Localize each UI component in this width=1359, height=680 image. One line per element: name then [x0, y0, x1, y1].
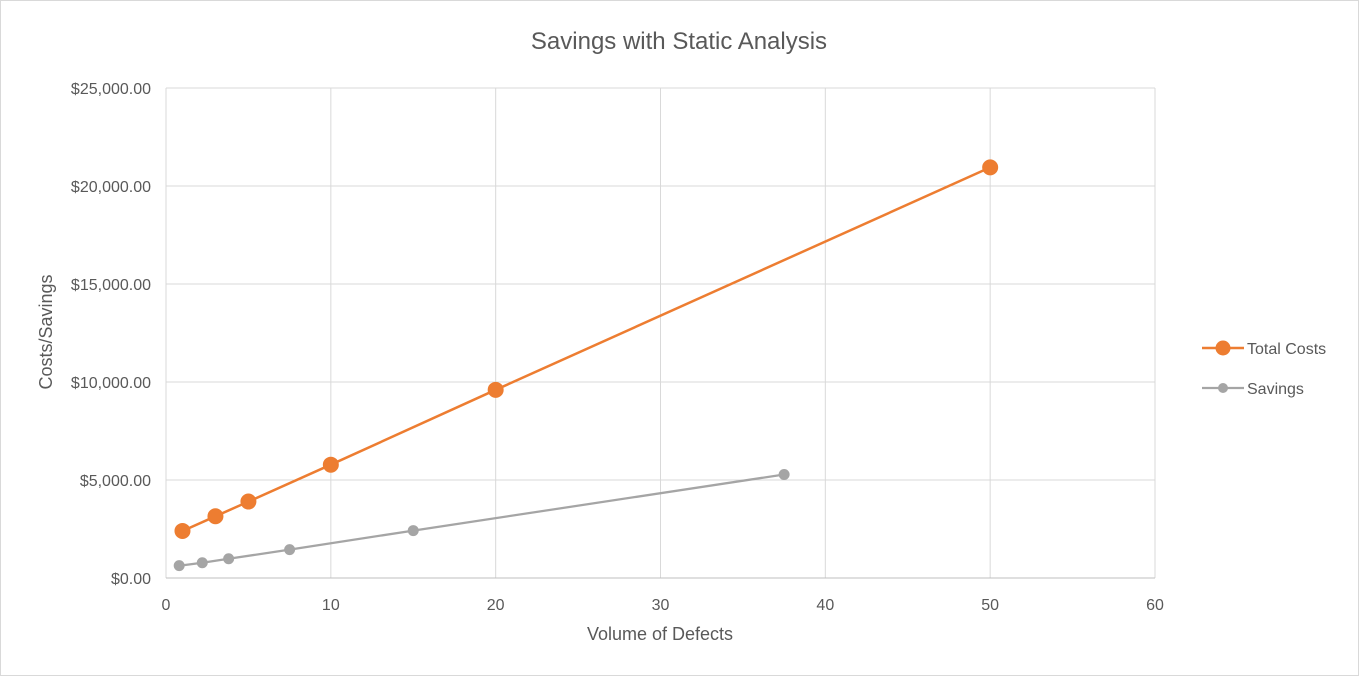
y-axis-ticks: $0.00 $5,000.00 $10,000.00 $15,000.00 $20,00… [71, 81, 151, 588]
legend-label: Total Costs [1247, 341, 1326, 358]
y-tick-label: $15,000.00 [71, 277, 151, 294]
x-tick-label: 40 [816, 597, 834, 614]
data-point [173, 560, 185, 572]
legend: Total Costs Savings [1202, 340, 1326, 398]
y-tick-label: $20,000.00 [71, 179, 151, 196]
y-tick-label: $0.00 [111, 571, 151, 588]
x-tick-label: 60 [1146, 597, 1164, 614]
x-axis-label: Volume of Defects [587, 624, 733, 644]
legend-label: Savings [1247, 381, 1304, 398]
x-tick-label: 50 [981, 597, 999, 614]
x-tick-label: 0 [162, 597, 171, 614]
data-point [240, 493, 257, 510]
legend-marker [1215, 340, 1231, 356]
y-tick-label: $25,000.00 [71, 81, 151, 98]
x-tick-label: 10 [322, 597, 340, 614]
x-axis-ticks: 0 10 20 30 40 50 60 [162, 597, 1164, 614]
series-line [179, 473, 785, 567]
data-point [487, 381, 504, 398]
data-point [196, 557, 208, 569]
data-point [223, 553, 235, 565]
y-tick-label: $5,000.00 [80, 473, 151, 490]
data-point [207, 508, 224, 525]
y-tick-label: $10,000.00 [71, 375, 151, 392]
data-point [778, 469, 790, 481]
data-point [284, 544, 296, 556]
data-point [322, 456, 339, 473]
legend-item: Total Costs [1202, 340, 1326, 358]
x-tick-label: 30 [652, 597, 670, 614]
data-point [407, 525, 419, 537]
y-axis-label: Costs/Savings [36, 274, 56, 389]
legend-item: Savings [1202, 381, 1304, 398]
series-line [181, 166, 991, 533]
data-point [174, 522, 191, 539]
series-total-costs [174, 159, 999, 539]
data-point [982, 159, 999, 176]
series-layer [173, 159, 999, 572]
chart-title: Savings with Static Analysis [531, 28, 827, 55]
series-savings [173, 469, 790, 572]
legend-marker [1218, 383, 1228, 393]
x-tick-label: 20 [487, 597, 505, 614]
gridlines [165, 87, 1156, 579]
